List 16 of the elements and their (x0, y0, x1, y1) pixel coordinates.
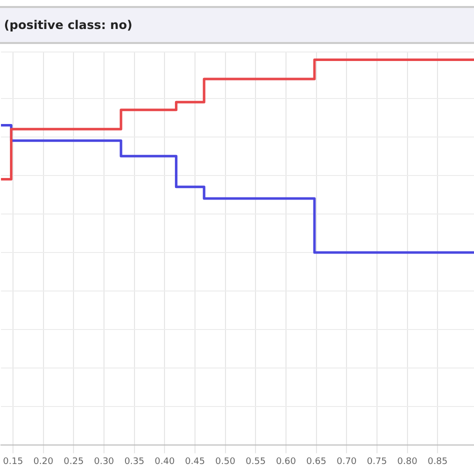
x-tick-label: 0.70 (336, 456, 357, 467)
x-tick-label: 0.50 (215, 456, 236, 467)
x-tick-label: 0.35 (124, 456, 144, 467)
chart-title: (positive class: no) (0, 6, 474, 44)
x-tick-label: 0.55 (246, 456, 266, 467)
x-tick-label: 0.25 (64, 456, 84, 467)
x-tick-label: 0.65 (306, 456, 326, 467)
x-tick-label: 0.60 (276, 456, 296, 467)
x-tick-label: 0.20 (33, 456, 54, 467)
x-tick-label: 0.45 (184, 456, 206, 467)
x-tick-label: 0.40 (154, 456, 175, 467)
x-tick-label: 0.75 (366, 456, 387, 467)
x-tick-label: 0.15 (2, 456, 24, 467)
x-tick-label: 0.30 (94, 456, 114, 467)
x-tick-label: 0.85 (428, 456, 448, 467)
x-tick-label: 0.80 (397, 456, 418, 467)
